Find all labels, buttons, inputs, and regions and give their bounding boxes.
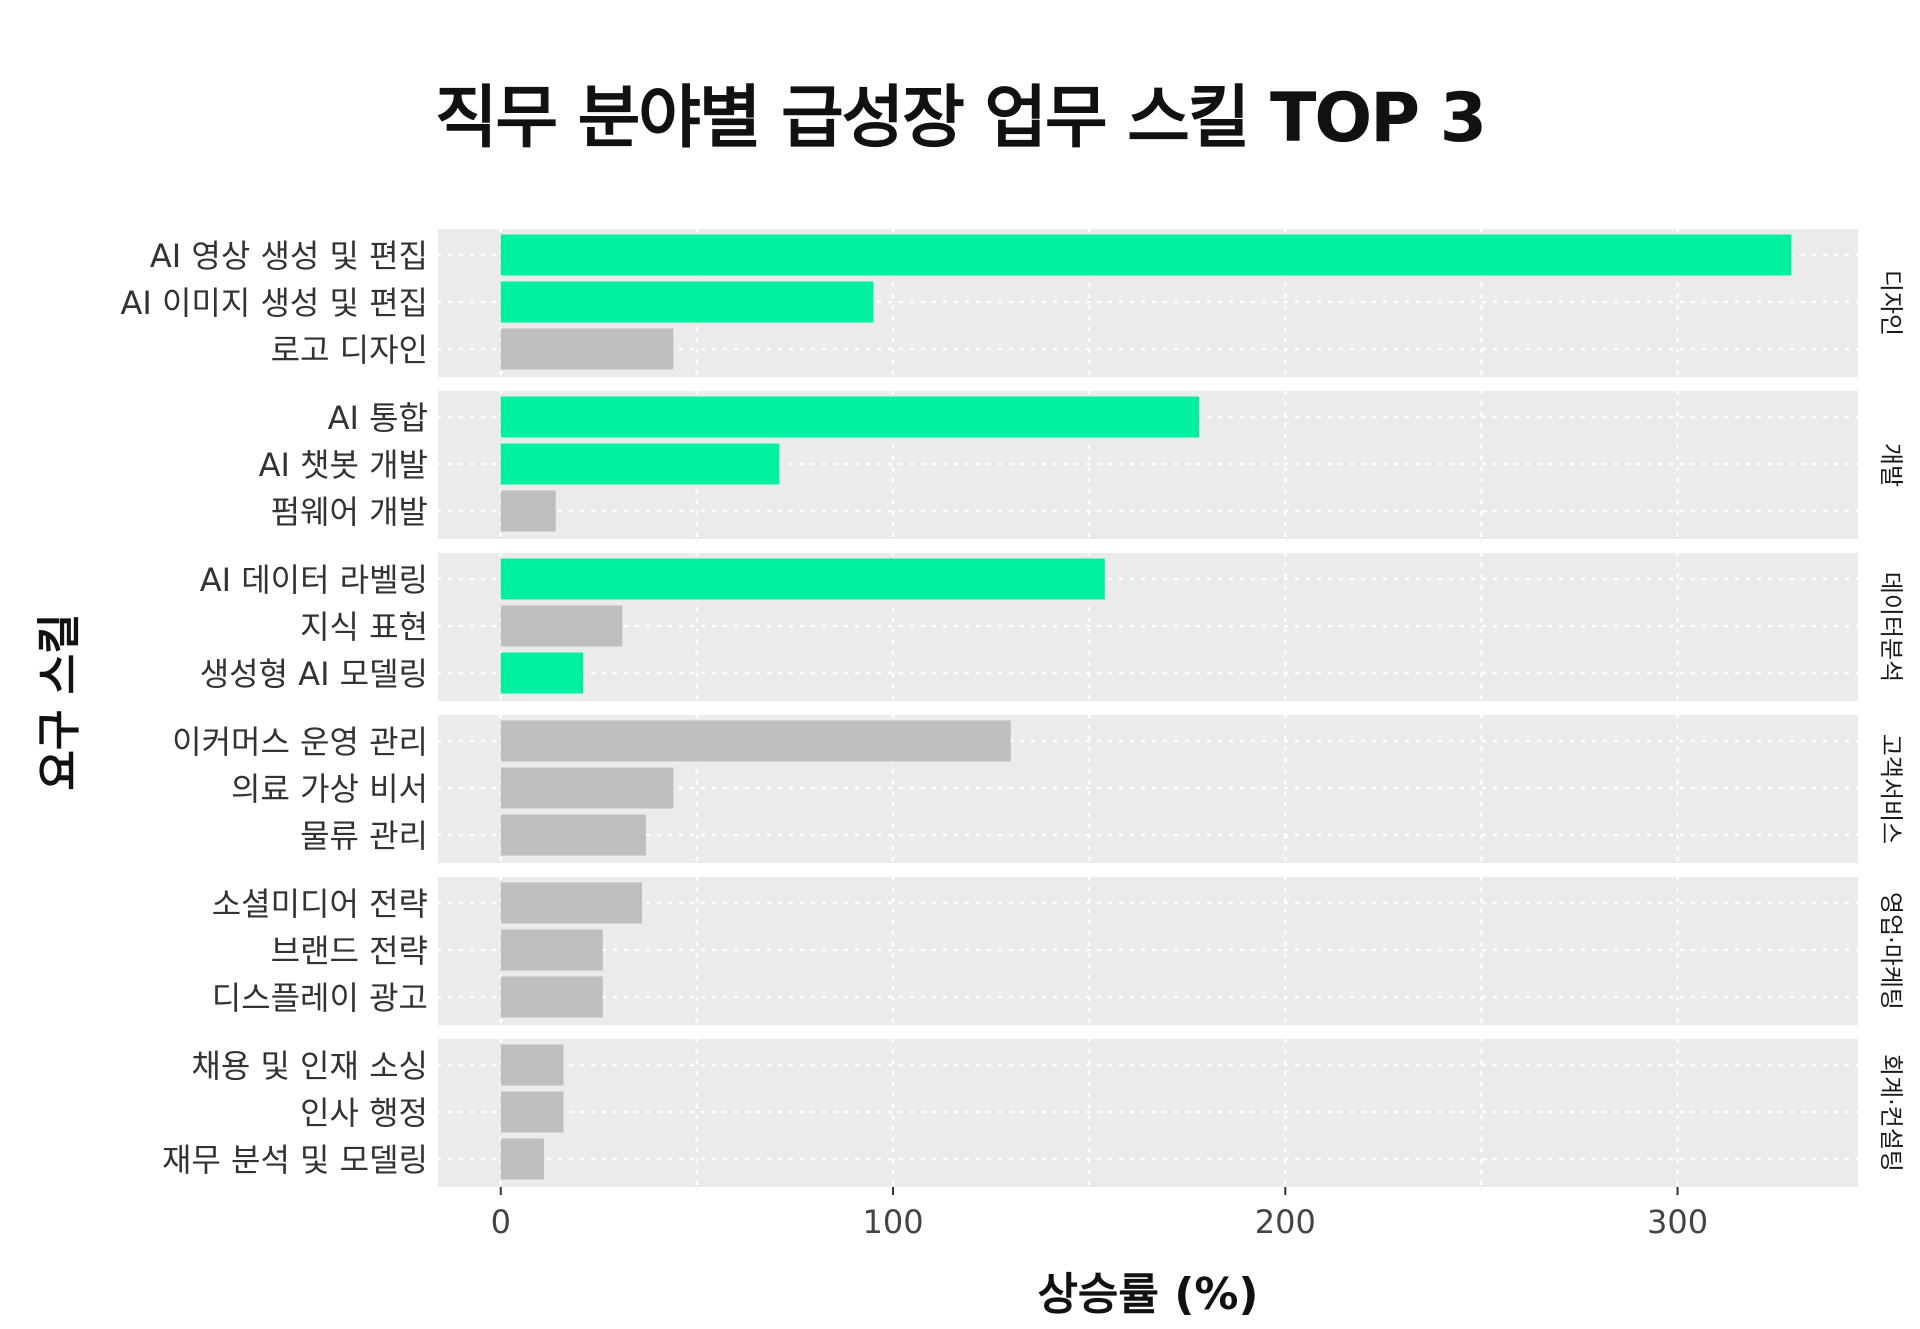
category-label: 소셜미디어 전략	[212, 885, 428, 923]
x-tick-label: 100	[862, 1203, 923, 1241]
bar	[500, 1044, 564, 1086]
bar	[500, 396, 1199, 438]
category-label: 재무 분석 및 모델링	[162, 1141, 428, 1179]
facet-label: 데이터분석	[1877, 572, 1905, 682]
category-label: 브랜드 전략	[271, 932, 428, 970]
bar	[500, 605, 623, 647]
category-label: 인사 행정	[300, 1094, 428, 1132]
facet-label: 영업·마케팅	[1877, 892, 1905, 1010]
facet-label: 고객서비스	[1877, 734, 1905, 844]
category-label: 펌웨어 개발	[271, 493, 428, 531]
category-label: AI 영상 생성 및 편집	[150, 237, 428, 275]
category-label: AI 통합	[328, 399, 428, 437]
x-tick-label: 200	[1255, 1203, 1316, 1241]
category-label: 의료 가상 비서	[231, 770, 428, 808]
facet-label: 디자인	[1877, 270, 1905, 336]
category-label: 생성형 AI 모델링	[200, 655, 428, 693]
bar	[500, 443, 780, 485]
x-axis-label: 상승률 (%)	[1037, 1269, 1259, 1320]
bar	[500, 328, 674, 370]
category-label: AI 챗봇 개발	[259, 446, 428, 484]
chart-title: 직무 분야별 급성장 업무 스킬 TOP 3	[434, 79, 1487, 158]
bar	[500, 720, 1011, 762]
x-tick-label: 300	[1647, 1203, 1708, 1241]
bar	[500, 1138, 544, 1180]
facet-panel	[438, 877, 1858, 1025]
category-label: 이커머스 운영 관리	[172, 723, 428, 761]
category-label: 채용 및 인재 소싱	[191, 1047, 428, 1085]
facet-label: 회계·컨설팅	[1877, 1054, 1905, 1172]
bar	[500, 652, 584, 694]
bar	[500, 558, 1105, 600]
x-tick-label: 0	[491, 1203, 511, 1241]
bar	[500, 281, 874, 323]
bar	[500, 490, 556, 532]
bar	[500, 929, 603, 971]
facet-label: 개발	[1877, 443, 1905, 487]
category-label: 물류 관리	[300, 817, 428, 855]
bar	[500, 767, 674, 809]
bar	[500, 976, 603, 1018]
category-label: AI 데이터 라벨링	[200, 561, 428, 599]
bar	[500, 882, 642, 924]
category-label: 디스플레이 광고	[212, 979, 428, 1017]
bar	[500, 1091, 564, 1133]
category-label: 지식 표현	[300, 608, 428, 646]
bar	[500, 814, 646, 856]
category-label: 로고 디자인	[271, 331, 428, 369]
facet-panel	[438, 1039, 1858, 1187]
category-label: AI 이미지 생성 및 편집	[120, 284, 428, 322]
bar	[500, 234, 1792, 276]
